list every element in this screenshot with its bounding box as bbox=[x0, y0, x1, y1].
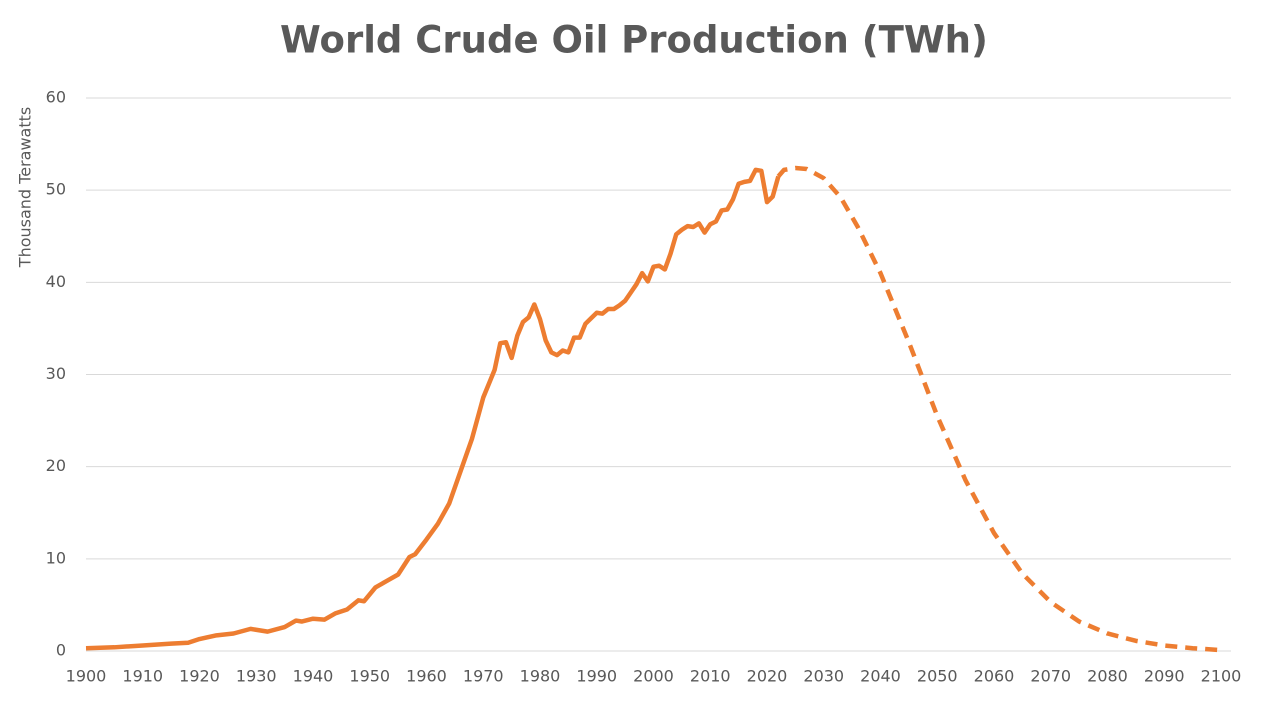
x-tick-label: 1940 bbox=[293, 667, 334, 686]
y-tick-label: 30 bbox=[46, 364, 66, 383]
x-tick-label: 1960 bbox=[406, 667, 447, 686]
x-tick-label: 1900 bbox=[66, 667, 107, 686]
x-tick-label: 1980 bbox=[520, 667, 561, 686]
x-tick-label: 1970 bbox=[463, 667, 504, 686]
data-line bbox=[85, 167, 781, 651]
x-tick-label: 2090 bbox=[1144, 667, 1185, 686]
y-tick-label: 10 bbox=[46, 548, 66, 567]
x-tick-label: 2010 bbox=[690, 667, 731, 686]
y-tick-label: 20 bbox=[46, 456, 66, 475]
x-tick-label: 1910 bbox=[122, 667, 163, 686]
x-tick-label: 2100 bbox=[1201, 667, 1242, 686]
data-line bbox=[776, 165, 1222, 653]
x-tick-label: 2060 bbox=[974, 667, 1015, 686]
chart-title: World Crude Oil Production (TWh) bbox=[280, 19, 988, 62]
y-tick-label: 50 bbox=[46, 180, 66, 199]
y-tick-label: 40 bbox=[46, 272, 66, 291]
y-axis-label: Thousand Terawatts bbox=[16, 107, 35, 268]
x-tick-label: 2000 bbox=[633, 667, 674, 686]
x-tick-label: 2070 bbox=[1030, 667, 1071, 686]
y-tick-label: 60 bbox=[46, 88, 66, 107]
x-tick-label: 1930 bbox=[236, 667, 277, 686]
x-tick-label: 2050 bbox=[917, 667, 958, 686]
x-tick-label: 2020 bbox=[747, 667, 788, 686]
x-tick-label: 2030 bbox=[803, 667, 844, 686]
x-tick-label: 1990 bbox=[576, 667, 617, 686]
x-tick-label: 2040 bbox=[860, 667, 901, 686]
x-tick-label: 2080 bbox=[1087, 667, 1128, 686]
x-tick-label: 1920 bbox=[179, 667, 220, 686]
x-tick-label: 1950 bbox=[349, 667, 390, 686]
y-tick-label: 0 bbox=[56, 641, 66, 660]
